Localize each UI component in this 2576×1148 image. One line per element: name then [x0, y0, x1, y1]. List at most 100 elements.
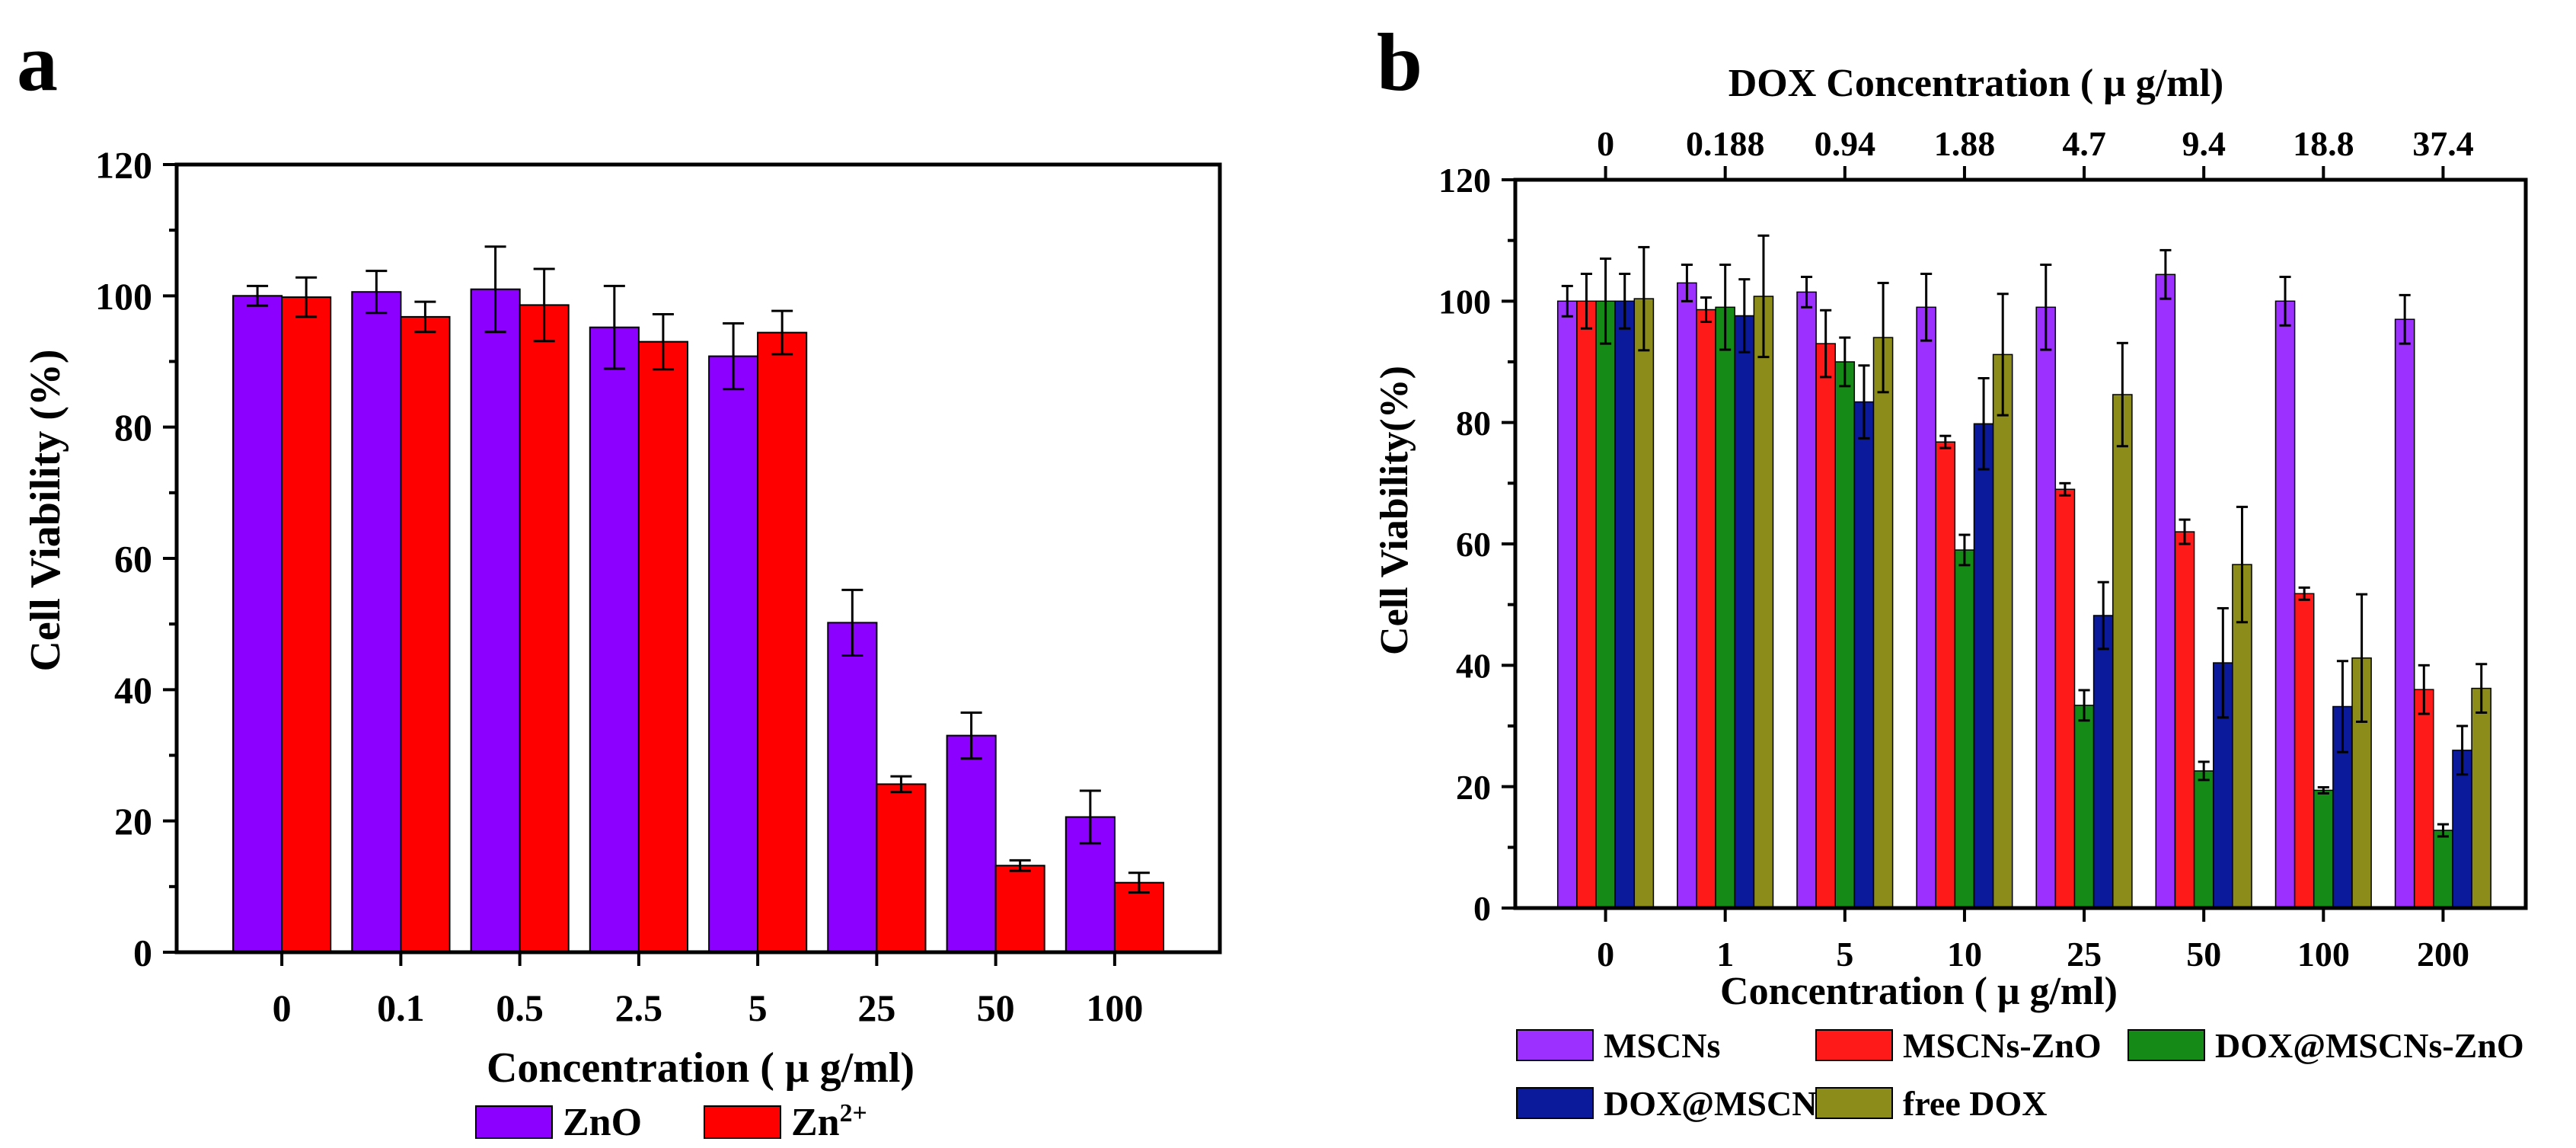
bar-MSCNs-ZnO-0: [1576, 300, 1597, 909]
y-tick-label: 100: [1438, 282, 1491, 321]
x-tick-label: 25: [857, 987, 895, 1029]
top-x-tick-label: 18.8: [2293, 124, 2354, 163]
bar-MSCNs-200: [2394, 318, 2415, 909]
bar-MSCNs-10: [1916, 306, 1936, 909]
bar-MSCNs-50: [2155, 273, 2176, 909]
panel-a-label: a: [17, 18, 58, 108]
legend-swatch-ZnO: [475, 1105, 553, 1139]
bar-ZnO-5: [708, 355, 759, 954]
bar-MSCNs-ZnO-200: [2413, 689, 2434, 909]
top-x-tick-label: 0.188: [1686, 124, 1765, 163]
x-tick-label: 100: [1086, 987, 1143, 1029]
y-tick-label: 60: [114, 538, 152, 580]
x-tick-label: 10: [1947, 935, 1982, 974]
panel-b-label: b: [1377, 18, 1422, 108]
legend-label-free DOX: free DOX: [1903, 1084, 2047, 1123]
y-tick-label: 0: [1473, 889, 1491, 928]
legend-label-ZnO: ZnO: [563, 1101, 642, 1144]
legend-swatch-MSCNs-ZnO: [1815, 1029, 1893, 1061]
bar-Zn2+-50: [994, 865, 1045, 954]
bar-DOX@MSCNs-ZnO-200: [2433, 830, 2453, 909]
bar-DOX@MSCNs-25: [2092, 615, 2114, 909]
bar-DOX@MSCNs-ZnO-10: [1954, 549, 1975, 909]
top-x-tick-label: 37.4: [2412, 124, 2474, 163]
bar-MSCNs-ZnO-1: [1696, 309, 1716, 909]
y-tick-label: 20: [1456, 768, 1491, 807]
bar-DOX@MSCNs-ZnO-50: [2193, 770, 2214, 909]
x-tick-label: 50: [977, 987, 1015, 1029]
panel-a-ylabel: Cell Viability (%): [22, 349, 69, 671]
top-x-tick-label: 0.94: [1815, 124, 1876, 163]
panel-b-xlabel: Concentration ( μ g/ml): [1720, 970, 2118, 1013]
bar-ZnO-25: [827, 622, 878, 954]
x-tick-label: 1: [1716, 935, 1734, 974]
panel-b: b DOX Concentration ( μ g/ml) 0 20 40 60 80 1…: [1373, 18, 2528, 1123]
x-tick-label: 2.5: [615, 987, 663, 1029]
legend-label-DOX@MSCNs-ZnO: DOX@MSCNs-ZnO: [2215, 1026, 2524, 1065]
bar-ZnO-2.5: [589, 326, 640, 953]
bar-MSCNs-ZnO-50: [2174, 531, 2195, 909]
panel-b-plot-area: 0 20 40 60 80 100 120 0 0 1 0.188 5 0.94 10 1.88 25 4.7 5…: [1438, 124, 2528, 974]
bar-free DOX-0: [1633, 298, 1655, 909]
bar-DOX@MSCNs-ZnO-5: [1834, 361, 1856, 909]
bar-Zn2+-0.5: [519, 304, 570, 953]
bar-MSCNs-ZnO-100: [2294, 593, 2315, 909]
legend-swatch-DOX@MSCNs-ZnO: [2128, 1029, 2205, 1061]
y-tick-label: 0: [133, 932, 152, 974]
bar-MSCNs-100: [2274, 300, 2296, 909]
bar-free DOX-10: [1992, 353, 2013, 909]
y-tick-label: 40: [1456, 646, 1491, 685]
y-tick-label: 80: [114, 406, 152, 449]
bar-MSCNs-ZnO-25: [2054, 488, 2076, 909]
x-tick-label: 0: [1597, 935, 1614, 974]
bar-MSCNs-0: [1556, 300, 1578, 909]
y-tick-label: 20: [114, 800, 152, 843]
bar-MSCNs-1: [1677, 282, 1697, 909]
bar-MSCNs-ZnO-10: [1935, 441, 1956, 909]
bar-DOX@MSCNs-ZnO-1: [1715, 306, 1735, 909]
bar-DOX@MSCNs-5: [1853, 401, 1875, 909]
x-tick-label: 25: [2067, 935, 2102, 974]
y-tick-label: 120: [1438, 161, 1491, 200]
legend-label-MSCNs-ZnO: MSCNs-ZnO: [1903, 1026, 2102, 1065]
plot-frame: [174, 162, 1222, 955]
panel-a-legend: ZnO Zn2+: [475, 1099, 867, 1144]
bar-MSCNs-25: [2035, 306, 2057, 909]
x-tick-label: 5: [749, 987, 768, 1029]
bar-Zn2+-5: [757, 331, 808, 954]
x-tick-label: 200: [2417, 935, 2469, 974]
bar-free DOX-25: [2112, 394, 2133, 909]
bar-ZnO-0: [232, 295, 283, 953]
bar-DOX@MSCNs-ZnO-25: [2073, 705, 2095, 909]
top-x-tick-label: 9.4: [2182, 124, 2226, 163]
top-x-tick-label: 0: [1597, 124, 1614, 163]
bar-Zn2+-0.1: [400, 315, 451, 953]
panel-a-xlabel: Concentration ( μ g/ml): [487, 1044, 915, 1092]
bar-Zn2+-25: [876, 783, 927, 954]
bar-Zn2+-2.5: [637, 341, 689, 954]
panel-b-legend: MSCNs MSCNs-ZnO DOX@MSCNs-ZnO DOX@MSCNs free…: [1516, 1026, 2524, 1123]
x-tick-label: 0.1: [377, 987, 425, 1029]
y-tick-label: 80: [1456, 404, 1491, 443]
bar-MSCNs-ZnO-5: [1815, 343, 1836, 909]
bar-DOX@MSCNs-ZnO-0: [1595, 300, 1616, 909]
x-tick-label: 5: [1836, 935, 1853, 974]
top-x-tick-label: 4.7: [2062, 124, 2106, 163]
bar-free DOX-1: [1753, 296, 1774, 909]
plot-frame: [1513, 177, 2528, 910]
bar-free DOX-200: [2471, 687, 2491, 909]
x-tick-label: 0: [273, 987, 292, 1029]
x-tick-label: 100: [2297, 935, 2350, 974]
panel-b-top-axis-label: DOX Concentration ( μ g/ml): [1729, 62, 2224, 105]
panel-a: a 0 20 40 60 80 100 120 0 0.1 0.5 2.5 5 25 50 100 Cell…: [17, 18, 1222, 1144]
legend-swatch-DOX@MSCNs: [1516, 1087, 1594, 1119]
y-tick-label: 40: [114, 669, 152, 712]
legend-swatch-MSCNs: [1516, 1029, 1594, 1061]
x-tick-label: 0.5: [496, 987, 544, 1029]
bar-DOX@MSCNs-10: [1973, 423, 1994, 909]
legend-superscript: 2+: [840, 1099, 867, 1127]
bar-DOX@MSCNs-1: [1734, 315, 1755, 909]
bar-MSCNs-5: [1796, 291, 1817, 909]
y-tick-label: 120: [95, 144, 152, 187]
